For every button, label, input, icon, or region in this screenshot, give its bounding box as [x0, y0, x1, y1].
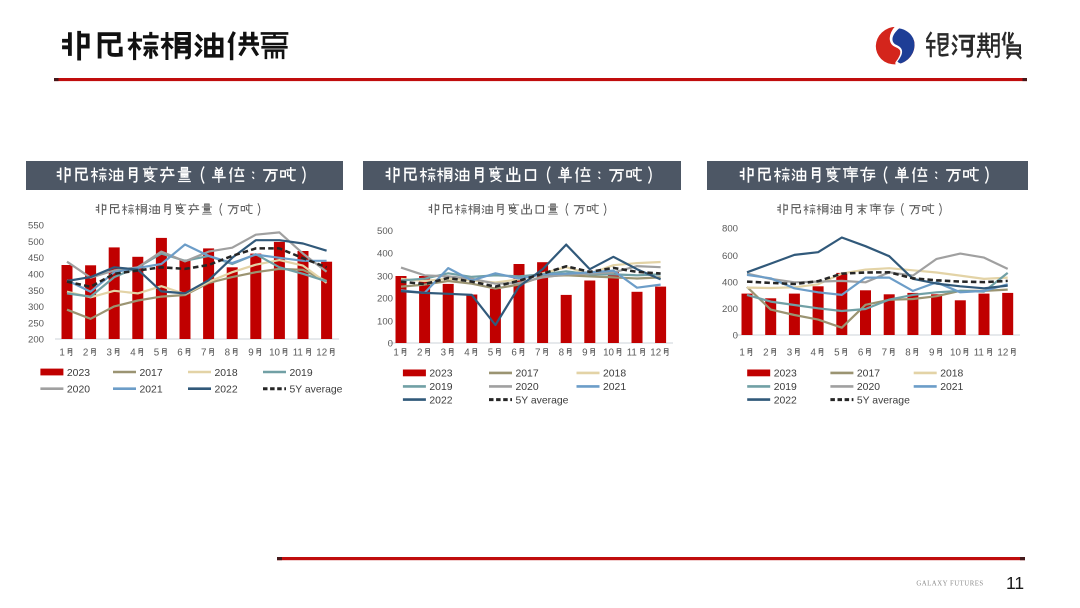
svg-text:2017: 2017	[516, 369, 539, 380]
svg-text:2: 2	[83, 348, 88, 359]
svg-text:100: 100	[377, 316, 393, 327]
svg-text:250: 250	[28, 318, 44, 329]
svg-text:8: 8	[905, 348, 911, 359]
svg-text:2019: 2019	[774, 382, 797, 393]
svg-text:11: 11	[1006, 573, 1024, 593]
svg-text:8: 8	[225, 348, 231, 359]
svg-text:0: 0	[733, 331, 738, 342]
svg-text:2: 2	[417, 348, 422, 359]
svg-text:5: 5	[488, 348, 494, 359]
svg-text:400: 400	[28, 270, 44, 281]
svg-text:300: 300	[377, 271, 393, 282]
svg-text:2023: 2023	[67, 368, 90, 379]
svg-text:2018: 2018	[603, 369, 626, 380]
svg-text:4: 4	[464, 348, 470, 359]
svg-text:200: 200	[722, 304, 738, 315]
svg-text:400: 400	[722, 277, 738, 288]
svg-text:500: 500	[28, 237, 44, 248]
svg-text:3: 3	[441, 348, 447, 359]
svg-text:2018: 2018	[215, 368, 238, 379]
svg-text:2019: 2019	[429, 382, 452, 393]
svg-text:2020: 2020	[857, 382, 880, 393]
svg-text:11: 11	[293, 348, 303, 359]
svg-text:2018: 2018	[940, 369, 963, 380]
svg-text:12: 12	[316, 348, 327, 359]
svg-text:2017: 2017	[140, 368, 163, 379]
svg-text:1: 1	[393, 348, 398, 359]
svg-text:8: 8	[559, 348, 565, 359]
svg-text:2017: 2017	[857, 369, 880, 380]
svg-text:5Y average: 5Y average	[516, 395, 569, 406]
svg-text:6: 6	[858, 348, 864, 359]
svg-text:1: 1	[739, 348, 744, 359]
svg-text:2021: 2021	[940, 382, 963, 393]
svg-text:10: 10	[603, 348, 614, 359]
svg-text:350: 350	[28, 286, 44, 297]
svg-text:7: 7	[201, 348, 206, 359]
svg-text:1: 1	[59, 348, 64, 359]
svg-text:2021: 2021	[140, 385, 163, 396]
svg-text:500: 500	[377, 226, 393, 237]
svg-text:400: 400	[377, 249, 393, 260]
svg-text:2022: 2022	[774, 395, 797, 406]
svg-text:5: 5	[834, 348, 840, 359]
svg-text:5Y average: 5Y average	[290, 385, 343, 396]
svg-text:0: 0	[388, 339, 393, 350]
svg-text:9: 9	[248, 348, 253, 359]
svg-text:600: 600	[722, 251, 738, 262]
svg-text:7: 7	[535, 348, 540, 359]
svg-text:5Y average: 5Y average	[857, 395, 910, 406]
svg-text:2019: 2019	[290, 368, 313, 379]
svg-text:4: 4	[130, 348, 136, 359]
svg-text:9: 9	[582, 348, 587, 359]
svg-text:10: 10	[950, 348, 961, 359]
svg-text:2: 2	[763, 348, 768, 359]
svg-text:300: 300	[28, 302, 44, 313]
svg-text:800: 800	[722, 223, 738, 234]
svg-text:2020: 2020	[67, 385, 90, 396]
svg-text:2022: 2022	[429, 395, 452, 406]
svg-text:2023: 2023	[774, 369, 797, 380]
svg-text:11: 11	[974, 348, 984, 359]
svg-text:2023: 2023	[429, 369, 452, 380]
svg-text:GALAXY FUTURES: GALAXY FUTURES	[916, 581, 983, 588]
svg-text:12: 12	[997, 348, 1008, 359]
svg-text:3: 3	[107, 348, 113, 359]
svg-text:550: 550	[28, 221, 44, 232]
svg-text:200: 200	[28, 335, 44, 346]
svg-text:2022: 2022	[215, 385, 238, 396]
svg-text:7: 7	[882, 348, 887, 359]
svg-text:200: 200	[377, 294, 393, 305]
svg-text:9: 9	[929, 348, 934, 359]
svg-text:11: 11	[627, 348, 637, 359]
svg-text:10: 10	[269, 348, 280, 359]
svg-text:12: 12	[650, 348, 661, 359]
svg-text:6: 6	[511, 348, 517, 359]
svg-text:4: 4	[811, 348, 817, 359]
svg-text:2021: 2021	[603, 382, 626, 393]
svg-text:450: 450	[28, 253, 44, 264]
svg-text:2020: 2020	[516, 382, 539, 393]
svg-text:5: 5	[154, 348, 160, 359]
svg-text:3: 3	[787, 348, 793, 359]
svg-text:6: 6	[177, 348, 183, 359]
